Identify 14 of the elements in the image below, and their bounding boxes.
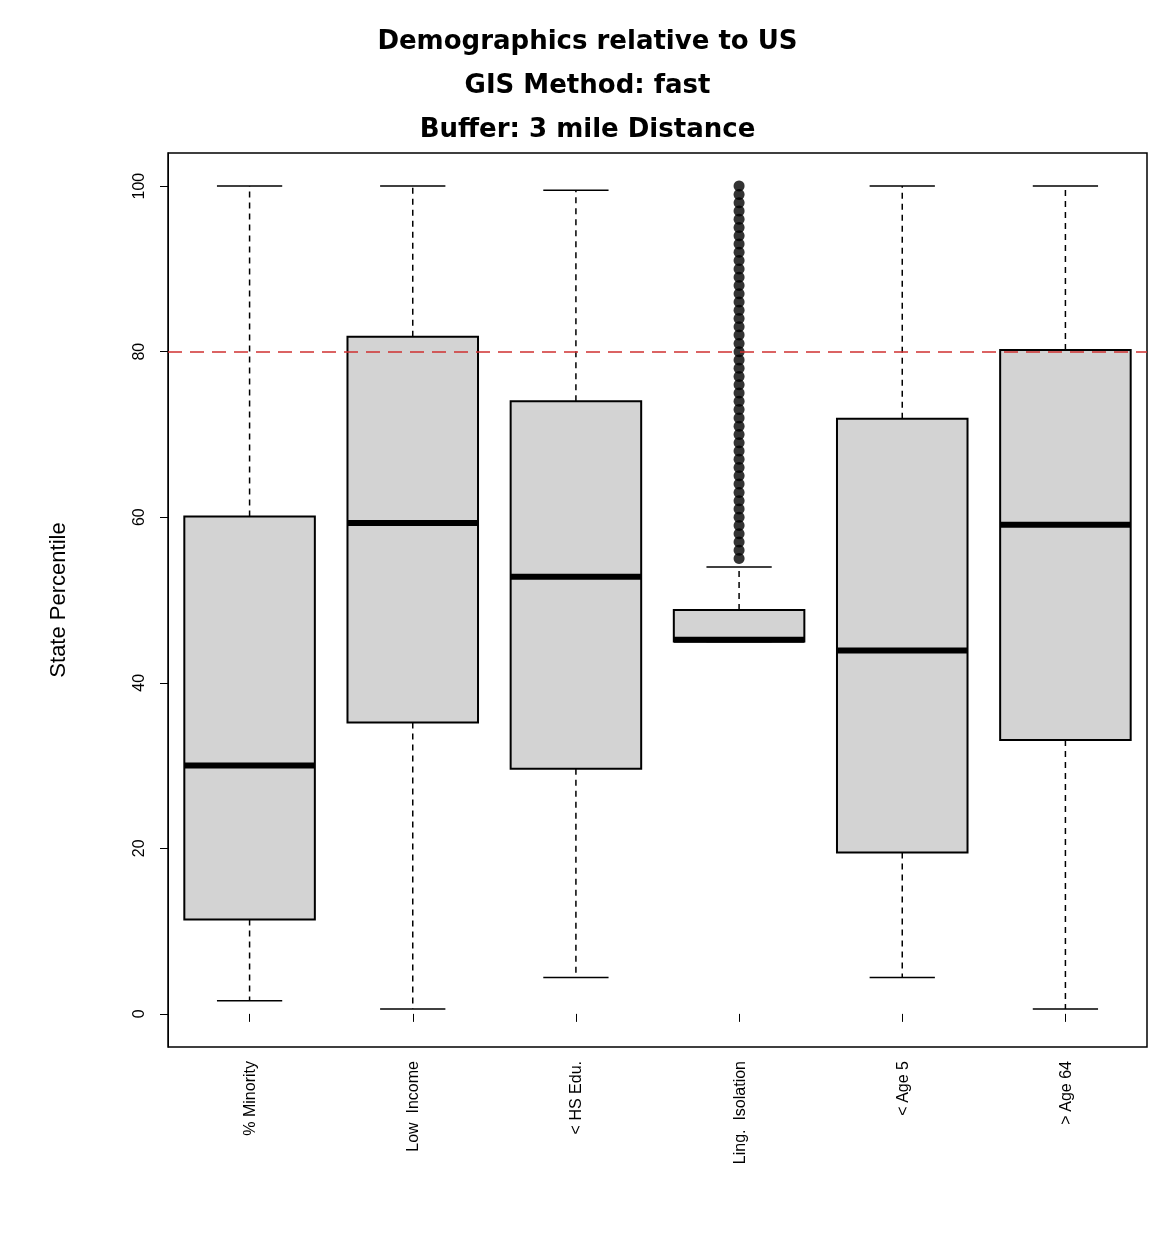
x-tick-label: < Age 5	[893, 1060, 911, 1116]
y-tick-label: 100	[129, 172, 147, 200]
y-tick-label: 40	[129, 673, 147, 692]
y-tick-label: 0	[129, 1009, 147, 1019]
y-tick-label: 20	[129, 839, 147, 858]
chart-title: Demographics relative to US GIS Method: fast Buffer: 3 mile Distance	[377, 25, 798, 143]
y-tick-label: 80	[129, 342, 147, 361]
x-tick-label: % Minority	[241, 1061, 259, 1136]
y-axis-title: State Percentile	[44, 522, 70, 678]
x-tick-label: > Age 64	[1056, 1060, 1074, 1125]
x-tick-label: Low Income	[404, 1060, 422, 1152]
x-tick-label: < HS Edu.	[567, 1061, 585, 1135]
x-tick-label: Ling. Isolation	[730, 1061, 748, 1165]
y-tick-label: 60	[129, 508, 147, 527]
